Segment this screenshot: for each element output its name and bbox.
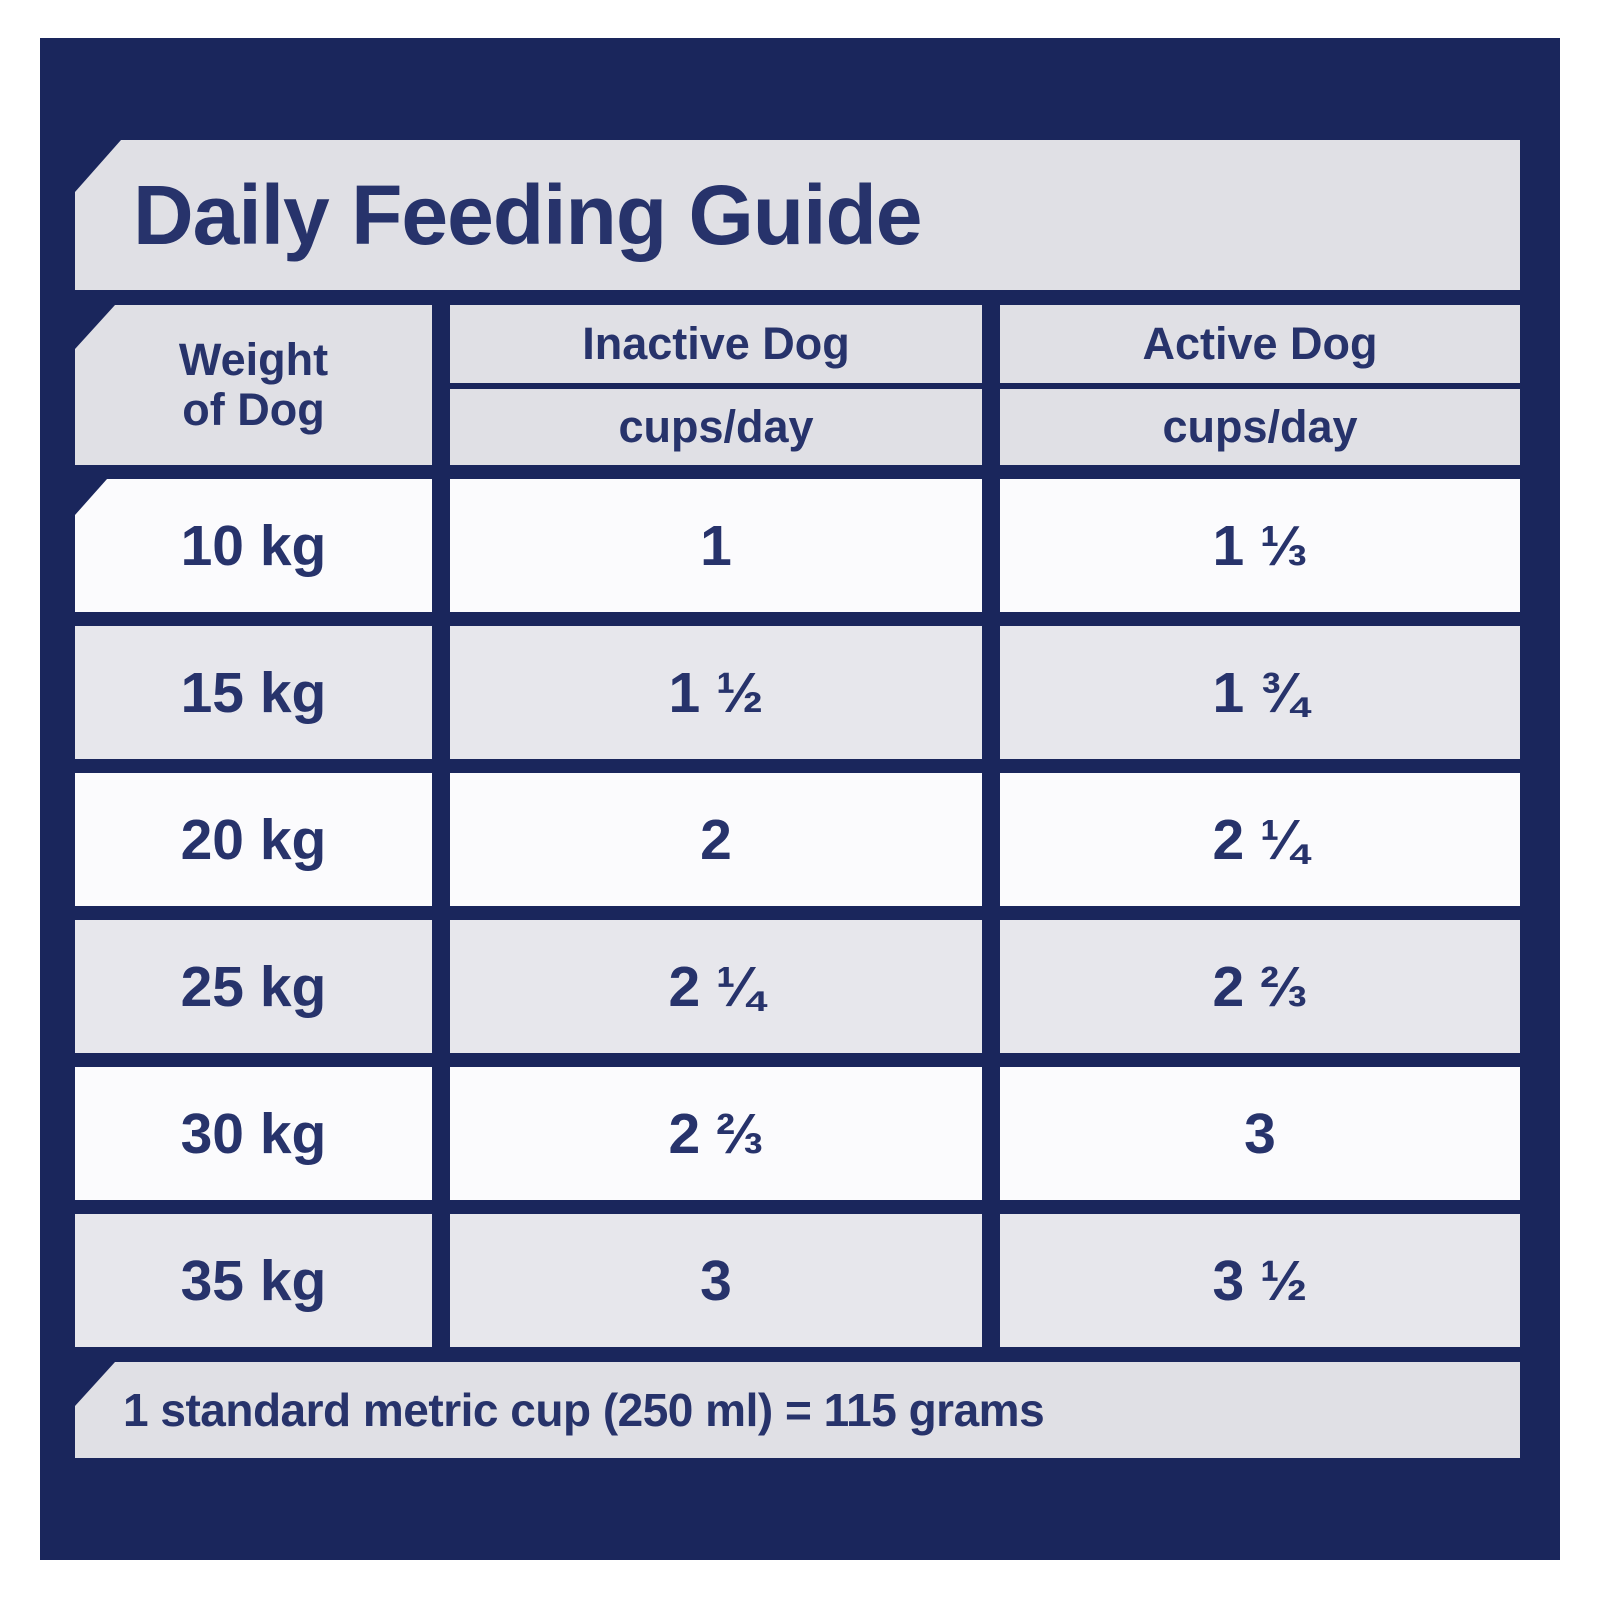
cup-conversion-note: 1 standard metric cup (250 ml) = 115 gra… <box>123 1384 1045 1436</box>
column-header-inactive-label: Inactive Dog <box>582 318 850 369</box>
title-banner: Daily Feeding Guide <box>75 140 1520 290</box>
weight-cell-35kg: 35 kg <box>75 1214 432 1347</box>
column-header-weight-line1: Weight <box>178 333 329 385</box>
column-header-inactive: Inactive Dog cups/day <box>450 305 982 465</box>
feeding-table: Weight of Dog Inactive Dog cups/day Acti… <box>75 305 1520 1347</box>
active-cell-20kg: 2 ¼ <box>1000 773 1520 906</box>
column-header-weight: Weight of Dog <box>75 305 432 465</box>
active-cell-25kg: 2 ⅔ <box>1000 920 1520 1053</box>
weight-cell-10kg: 10 kg <box>75 479 432 612</box>
active-cell-30kg: 3 <box>1000 1067 1520 1200</box>
active-cell-35kg: 3 ½ <box>1000 1214 1520 1347</box>
weight-cell-20kg: 20 kg <box>75 773 432 906</box>
inactive-cell-20kg: 2 <box>450 773 982 906</box>
weight-cell-30kg: 30 kg <box>75 1067 432 1200</box>
column-header-weight-line2: of Dog <box>182 384 325 435</box>
active-cell-15kg: 1 ¾ <box>1000 626 1520 759</box>
column-header-active-label: Active Dog <box>1142 318 1378 369</box>
header-divider <box>1000 383 1520 389</box>
column-header-active-unit: cups/day <box>1162 401 1358 452</box>
inactive-cell-25kg: 2 ¼ <box>450 920 982 1053</box>
inactive-cell-35kg: 3 <box>450 1214 982 1347</box>
footer-banner: 1 standard metric cup (250 ml) = 115 gra… <box>75 1362 1520 1458</box>
header-divider <box>450 383 982 389</box>
inactive-cell-15kg: 1 ½ <box>450 626 982 759</box>
page-title: Daily Feeding Guide <box>133 167 922 262</box>
feeding-guide-panel: Daily Feeding Guide Weight of Dog Inacti… <box>40 38 1560 1560</box>
weight-cell-15kg: 15 kg <box>75 626 432 759</box>
column-header-inactive-unit: cups/day <box>618 401 814 452</box>
weight-cell-25kg: 25 kg <box>75 920 432 1053</box>
inactive-cell-10kg: 1 <box>450 479 982 612</box>
active-cell-10kg: 1 ⅓ <box>1000 479 1520 612</box>
inactive-cell-30kg: 2 ⅔ <box>450 1067 982 1200</box>
column-header-active: Active Dog cups/day <box>1000 305 1520 465</box>
